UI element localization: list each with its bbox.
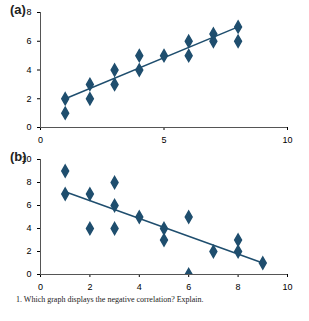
- svg-text:8: 8: [26, 7, 31, 17]
- svg-text:0: 0: [26, 122, 31, 132]
- svg-text:10: 10: [282, 135, 292, 145]
- svg-text:0: 0: [38, 282, 43, 292]
- svg-text:5: 5: [161, 135, 166, 145]
- svg-text:6: 6: [26, 36, 31, 46]
- svg-text:4: 4: [26, 65, 31, 75]
- svg-text:0: 0: [38, 135, 43, 145]
- svg-text:4: 4: [137, 282, 142, 292]
- html-text:(a): (a): [10, 2, 26, 17]
- svg-text:6: 6: [26, 200, 31, 210]
- svg-text:2: 2: [87, 282, 92, 292]
- svg-text:8: 8: [26, 177, 31, 187]
- html-text:1. Which graph displays the ne: 1. Which graph displays the negative cor…: [16, 295, 204, 304]
- svg-text:2: 2: [26, 246, 31, 256]
- html-text:(b): (b): [10, 149, 27, 164]
- svg-text:6: 6: [186, 282, 191, 292]
- svg-text:0: 0: [26, 269, 31, 279]
- svg-text:8: 8: [236, 282, 241, 292]
- svg-text:10: 10: [282, 282, 292, 292]
- svg-text:4: 4: [26, 223, 31, 233]
- svg-text:2: 2: [26, 94, 31, 104]
